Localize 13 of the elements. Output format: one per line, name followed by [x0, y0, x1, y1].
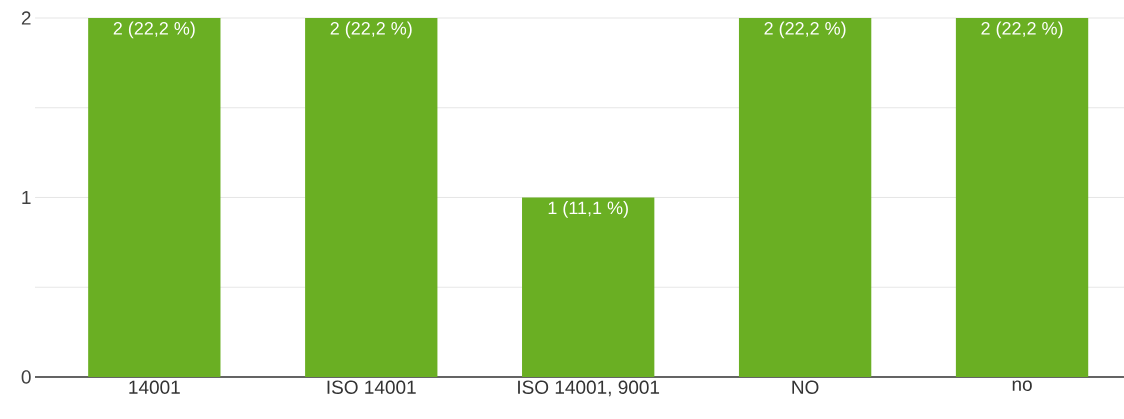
y-tick-label: 0	[21, 370, 31, 384]
data-label: 1 (11,1 %)	[548, 201, 628, 218]
y-tick-label: 2	[21, 11, 31, 25]
x-tick-label: no	[1012, 380, 1032, 391]
x-tick-label: NO	[792, 380, 819, 394]
data-label: 2 (22,2 %)	[330, 21, 412, 39]
data-label: 2 (22,2 %)	[113, 21, 195, 39]
y-tick-label: 1	[22, 190, 31, 205]
x-tick-label: ISO 14001	[327, 380, 416, 394]
data-label: 2 (22,2 %)	[764, 21, 846, 39]
x-tick-label: 14001	[129, 380, 180, 394]
data-label: 2 (22,2 %)	[981, 21, 1063, 39]
x-tick-label: ISO 14001, 9001	[518, 380, 660, 397]
